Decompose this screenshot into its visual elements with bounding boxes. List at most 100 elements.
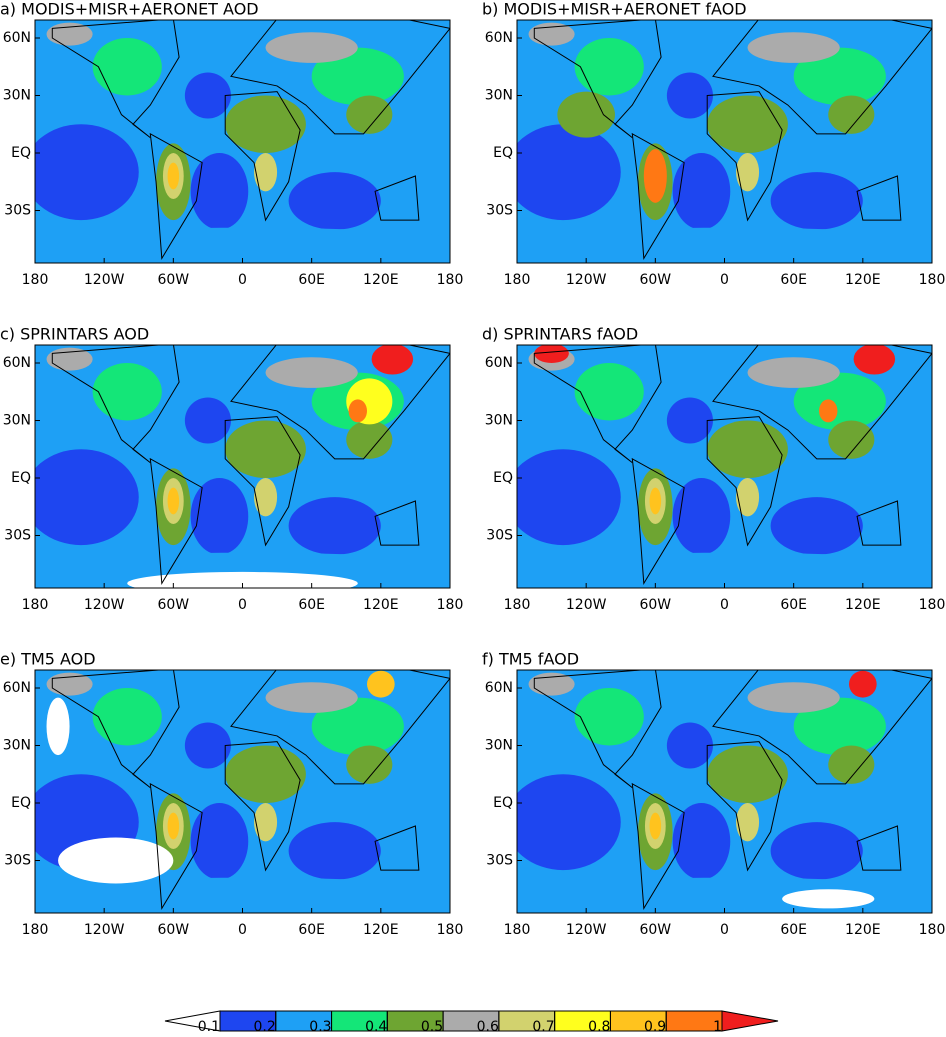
field-patch: [672, 477, 731, 555]
lon-label: 180: [22, 922, 49, 938]
field-patch: [184, 722, 231, 769]
lat-label: 30N: [485, 413, 513, 429]
coastline: [51, 20, 180, 139]
field-patch: [793, 697, 886, 756]
field-patch: [643, 149, 667, 203]
lat-label: 60N: [485, 680, 513, 696]
field-patch: [254, 153, 278, 192]
lon-label: 60W: [157, 922, 189, 938]
lat-label: 30S: [486, 203, 513, 219]
field-patch: [265, 357, 358, 388]
lat-label: 30N: [3, 88, 31, 104]
field-patch: [828, 745, 875, 784]
colorbar-over: [721, 1010, 779, 1032]
field-patch: [770, 172, 863, 230]
lat-label: 30N: [485, 738, 513, 754]
field-patch: [747, 682, 840, 713]
colorbar-label: 0.9: [644, 1019, 666, 1035]
field-patch: [819, 399, 838, 423]
lon-label: 60W: [639, 922, 671, 938]
lon-label: 60E: [298, 272, 325, 288]
field-patch: [534, 345, 569, 363]
coastline: [631, 782, 685, 911]
field-patch: [828, 420, 875, 459]
field-patch: [367, 670, 395, 698]
field-patch: [190, 153, 249, 230]
coastline: [533, 20, 662, 139]
field-patch: [666, 72, 713, 119]
field-patch: [574, 38, 644, 96]
field-patch: [672, 803, 731, 880]
coastline: [230, 20, 450, 135]
lon-label: 60E: [780, 272, 807, 288]
lon-label: 180: [437, 272, 464, 288]
field-patch: [770, 497, 863, 555]
map: [517, 20, 932, 263]
lat-label: EQ: [493, 795, 513, 811]
lat-label: EQ: [11, 145, 31, 161]
lat-label: 60N: [3, 680, 31, 696]
field-patch: [265, 682, 358, 713]
field-patch: [666, 722, 713, 769]
field-patch: [849, 670, 877, 698]
coastline: [374, 175, 420, 221]
field-patch: [666, 397, 713, 444]
field-patch: [770, 822, 863, 880]
field-patch: [574, 688, 644, 746]
lat-label: 30S: [4, 528, 31, 544]
coastline: [224, 91, 301, 222]
coastline: [856, 500, 902, 546]
field-patch: [828, 95, 875, 134]
field-patch: [35, 124, 139, 221]
lon-label: 180: [22, 272, 49, 288]
lon-label: 180: [504, 272, 531, 288]
field-patch: [707, 95, 788, 153]
colorbar-label: 0.4: [365, 1019, 387, 1035]
lon-label: 180: [504, 597, 531, 613]
coastline: [856, 825, 902, 871]
lon-label: 120W: [566, 922, 607, 938]
lon-label: 120W: [566, 597, 607, 613]
coastline: [631, 457, 685, 586]
lon-label: 120W: [84, 597, 125, 613]
field-patch: [167, 487, 180, 515]
coastline: [149, 132, 203, 261]
map: [517, 670, 932, 913]
field-patch: [311, 47, 404, 106]
field-patch: [35, 552, 450, 576]
lon-label: 120W: [84, 922, 125, 938]
coastline: [706, 91, 783, 222]
lon-label: 60E: [780, 597, 807, 613]
field-patch: [736, 803, 760, 842]
coastline: [230, 345, 450, 460]
colorbar-label: 0.7: [532, 1019, 554, 1035]
panel-title: b) MODIS+MISR+AERONET fAOD: [482, 0, 747, 19]
lon-label: 60W: [157, 272, 189, 288]
colorbar-label: 0.5: [421, 1019, 443, 1035]
panel-title: d) SPRINTARS fAOD: [482, 325, 638, 344]
lon-label: 120E: [363, 922, 399, 938]
coastline: [533, 345, 662, 464]
map: [35, 670, 450, 913]
field-patch: [371, 345, 414, 375]
field-patch: [649, 487, 662, 515]
coastline: [631, 132, 685, 261]
coastline: [712, 20, 932, 135]
field-patch: [225, 745, 306, 803]
lat-label: 60N: [485, 355, 513, 371]
field-patch: [793, 372, 886, 431]
lon-label: 120E: [845, 597, 881, 613]
field-patch: [225, 420, 306, 478]
field-patch: [288, 172, 381, 230]
coastline: [712, 670, 932, 785]
lon-label: 180: [919, 272, 946, 288]
field-patch: [853, 345, 896, 375]
panel-title: e) TM5 AOD: [0, 650, 96, 669]
field-patch: [747, 357, 840, 388]
field-patch: [254, 803, 278, 842]
coastline: [149, 457, 203, 586]
lon-label: 0: [720, 922, 729, 938]
lon-label: 180: [504, 922, 531, 938]
field-patch: [517, 774, 621, 871]
